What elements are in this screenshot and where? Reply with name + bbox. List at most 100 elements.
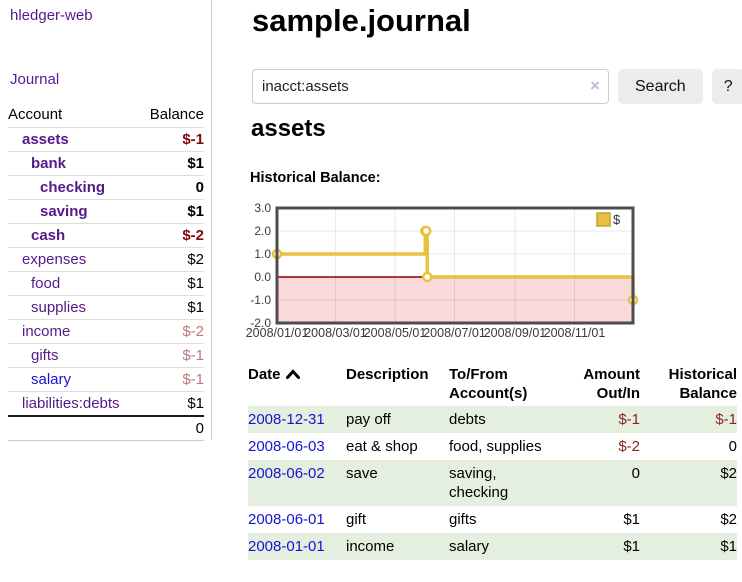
account-balance: 0 (139, 175, 204, 200)
register-row: 2008-06-03 eat & shop food, supplies $-2 0 (248, 433, 737, 460)
transaction-description: pay off (346, 411, 391, 428)
search-box: × (252, 69, 609, 104)
register-header-to-from: To/From Account(s) (449, 366, 528, 402)
account-link-checking[interactable]: checking (40, 179, 106, 196)
y-axis-tick-label: -1.0 (250, 293, 271, 307)
register-row: 2008-06-02 save saving, checking 0 $2 (248, 460, 737, 506)
transaction-amount: 0 (631, 465, 640, 482)
register-header-date[interactable]: Date (248, 362, 346, 406)
chart-negative-region (277, 277, 633, 323)
account-link-expenses[interactable]: expenses (22, 251, 87, 268)
transaction-date-link[interactable]: 2008-06-03 (248, 438, 325, 455)
account-row: assets $-1 (8, 127, 204, 152)
account-row: income $-2 (8, 319, 204, 344)
search-button[interactable]: Search (618, 69, 703, 104)
account-row: expenses $2 (8, 247, 204, 272)
transaction-amount: $1 (623, 538, 640, 555)
search-form: × Search ? (252, 69, 742, 104)
transaction-description: save (346, 465, 378, 482)
y-axis-tick-label: -2.0 (250, 316, 271, 330)
account-link-bank[interactable]: bank (31, 155, 67, 172)
account-row: checking 0 (8, 175, 204, 200)
register-table: Date Description To/From Account(s) Amount Ou… (248, 362, 737, 560)
account-link-income[interactable]: income (22, 323, 71, 340)
account-balance: $-1 (139, 367, 204, 392)
account-link-liabilities-debts[interactable]: liabilities:debts (22, 395, 120, 412)
clear-search-icon[interactable]: × (590, 76, 600, 95)
account-link-salary[interactable]: salary (31, 371, 72, 388)
sidebar-item-journal[interactable]: Journal (10, 71, 60, 88)
search-input[interactable] (252, 69, 609, 104)
account-row: saving $1 (8, 199, 204, 224)
accounts-table: Account Balance assets $-1 bank $1 checking 0… (8, 102, 204, 441)
transaction-date-link[interactable]: 2008-01-01 (248, 538, 325, 555)
chart-legend-swatch (596, 212, 611, 227)
transaction-accounts: saving, checking (449, 465, 509, 501)
y-axis-tick-labels: 3.0 2.0 1.0 0.0 -1.0 -2.0 (250, 201, 271, 330)
sort-ascending-icon (285, 369, 300, 379)
account-balance: $1 (139, 391, 204, 416)
accounts-total-row: 0 (8, 415, 204, 441)
x-axis-tick-label: 2008/03/01 (304, 326, 367, 340)
transaction-description: gift (346, 511, 367, 528)
chart-legend: $ (596, 212, 621, 227)
account-row: cash $-2 (8, 223, 204, 248)
chart-gridlines (277, 208, 633, 323)
transaction-accounts: debts (449, 411, 486, 428)
transaction-balance: 0 (728, 438, 737, 455)
account-balance: $2 (139, 247, 204, 272)
account-link-food[interactable]: food (31, 275, 61, 292)
account-link-assets[interactable]: assets (22, 131, 69, 148)
x-axis-tick-labels: 2008/01/012008/03/012008/05/012008/07/01… (246, 326, 606, 340)
chart-legend-label: $ (613, 212, 621, 227)
account-balance: $-1 (139, 127, 204, 152)
accounts-header-balance: Balance (149, 106, 204, 123)
chart-data-point-markers (271, 225, 639, 306)
x-axis-tick-label: 2008/07/01 (423, 326, 486, 340)
account-link-saving[interactable]: saving (40, 203, 88, 220)
transaction-date-link[interactable]: 2008-06-02 (248, 465, 325, 482)
chart-border (275, 206, 635, 325)
transaction-balance: $2 (720, 465, 737, 482)
accounts-total-value: 0 (139, 415, 204, 441)
account-balance: $1 (139, 151, 204, 176)
transaction-date-link[interactable]: 2008-12-31 (248, 411, 325, 428)
y-axis-tick-label: 2.0 (254, 224, 271, 238)
register-header-amount: Amount Out/In (583, 366, 640, 402)
app-title-link[interactable]: hledger-web (10, 7, 93, 24)
account-row: supplies $1 (8, 295, 204, 320)
account-row: liabilities:debts $1 (8, 391, 204, 416)
transaction-balance: $2 (720, 511, 737, 528)
account-row: food $1 (8, 271, 204, 296)
transaction-balance: $1 (720, 538, 737, 555)
account-heading: assets (251, 115, 326, 142)
accounts-table-header-row: Account Balance (8, 102, 204, 128)
account-balance: $1 (139, 199, 204, 224)
register-row: 2008-06-01 gift gifts $1 $2 (248, 506, 737, 533)
y-axis-tick-label: 3.0 (254, 201, 271, 215)
accounts-total-spacer (8, 415, 140, 441)
transaction-date-link[interactable]: 2008-06-01 (248, 511, 325, 528)
help-button[interactable]: ? (711, 69, 742, 104)
chart-data-point-marker (421, 271, 433, 283)
historical-balance-chart[interactable]: $3.0 2.0 1.0 0.0 -1.0 -2.0 2008/01/01 2008/03/0… (240, 200, 742, 345)
accounts-header-account: Account (8, 106, 63, 123)
x-axis-tick-label: 2008/11/01 (544, 326, 606, 340)
transaction-description: income (346, 538, 395, 555)
page-title: sample.journal (252, 3, 471, 38)
account-balance: $-2 (139, 319, 204, 344)
account-row: salary $-1 (8, 367, 204, 392)
y-axis-tick-label: 0.0 (254, 270, 271, 284)
account-row: gifts $-1 (8, 343, 204, 368)
register-row: 2008-01-01 income salary $1 $1 (248, 533, 737, 560)
transaction-balance: $-1 (715, 411, 737, 428)
x-axis-tick-label: 2008/09/01 (484, 326, 547, 340)
y-axis-tick-label: 1.0 (254, 247, 271, 261)
register-header-row: Date Description To/From Account(s) Amount Ou… (248, 362, 737, 406)
sidebar: hledger-web Journal Account Balance asse… (0, 0, 212, 441)
chart-svg: $3.0 2.0 1.0 0.0 -1.0 -2.02008/01/012008/03/0… (246, 201, 639, 340)
account-link-supplies[interactable]: supplies (31, 299, 87, 316)
x-axis-tick-label: 2008/05/01 (364, 326, 427, 340)
account-link-cash[interactable]: cash (31, 227, 66, 244)
account-link-gifts[interactable]: gifts (31, 347, 59, 364)
